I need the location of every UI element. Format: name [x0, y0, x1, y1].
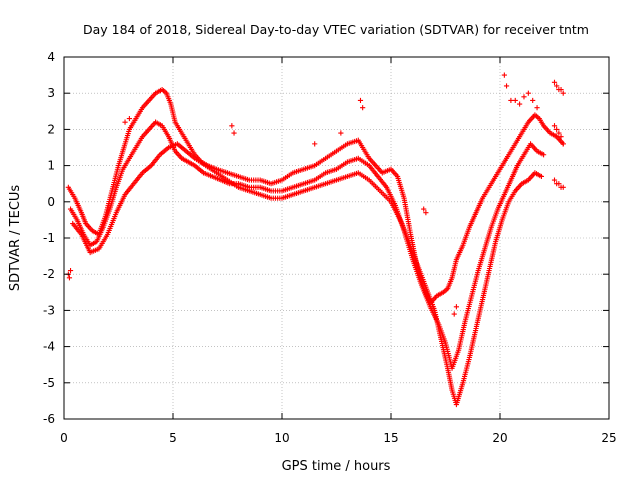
x-tick-label: 15 [383, 431, 398, 445]
data-point-late-segments [521, 94, 527, 100]
x-axis-label: GPS time / hours [282, 459, 391, 474]
data-point-late-segments [556, 181, 562, 187]
data-point-isolated-points [360, 105, 366, 111]
data-point-isolated-points [126, 115, 132, 122]
y-tick-label: -2 [43, 267, 55, 281]
data-point-middle-track [541, 152, 547, 158]
data-point-isolated-points [231, 130, 237, 136]
data-point-late-segments [554, 83, 560, 89]
x-tick-label: 25 [601, 431, 616, 445]
grid-lines [64, 57, 609, 419]
data-point-late-segments [558, 86, 564, 93]
y-tick-label: 4 [47, 50, 55, 64]
data-point-late-segments [560, 141, 566, 147]
data-point-isolated-points [423, 210, 429, 216]
y-tick-label: -1 [43, 231, 55, 245]
chart-title: Day 184 of 2018, Sidereal Day-to-day VTE… [83, 22, 589, 37]
x-tick-label: 10 [274, 431, 289, 445]
data-point-isolated-points [312, 141, 318, 147]
y-axis-label: SDTVAR / TECUs [8, 185, 23, 292]
data-point-late-segments [525, 90, 531, 96]
data-point-lower-track [538, 173, 545, 180]
data-point-late-segments [551, 79, 558, 85]
y-tick-label: 1 [47, 159, 55, 173]
data-point-late-segments [556, 130, 562, 136]
data-point-isolated-points [453, 304, 459, 310]
data-point-late-segments [560, 184, 566, 190]
data-point-late-segments [512, 97, 518, 104]
y-tick-label: -3 [43, 303, 55, 317]
y-tick-label: -4 [43, 340, 55, 354]
y-tick-label: -6 [43, 412, 55, 426]
data-point-isolated-points [338, 130, 344, 136]
data-point-late-segments [534, 105, 540, 111]
y-tick-label: 2 [47, 122, 55, 136]
data-point-isolated-points [122, 119, 128, 125]
y-tick-label: 3 [47, 86, 55, 100]
data-point-late-segments [558, 134, 564, 140]
data-point-late-segments [554, 126, 560, 132]
data-point-late-segments [503, 83, 510, 89]
data-point-isolated-points [229, 123, 235, 129]
y-tick-label: -5 [43, 376, 55, 390]
axis-ticks: 0 5 10 15 20 25 -6 -5 -4 -3 -2 -1 0 1 2 3 4 [43, 50, 617, 445]
data-points [65, 72, 566, 408]
y-tick-label: 0 [47, 195, 55, 209]
x-tick-label: 5 [169, 431, 177, 445]
data-point-late-segments [560, 90, 566, 96]
data-point-late-segments [551, 177, 558, 183]
data-point-isolated-points [451, 311, 457, 317]
x-tick-label: 20 [492, 431, 507, 445]
data-point-late-segments [501, 72, 507, 78]
data-point-isolated-points [66, 275, 73, 281]
data-point-late-segments [508, 97, 514, 104]
data-point-late-segments [551, 123, 558, 129]
data-point-isolated-points [421, 206, 427, 212]
data-point-late-segments [530, 97, 536, 104]
data-point-isolated-points [357, 97, 364, 104]
data-point-late-segments [517, 101, 523, 107]
x-tick-label: 0 [60, 431, 68, 445]
data-point-isolated-points [67, 267, 74, 274]
